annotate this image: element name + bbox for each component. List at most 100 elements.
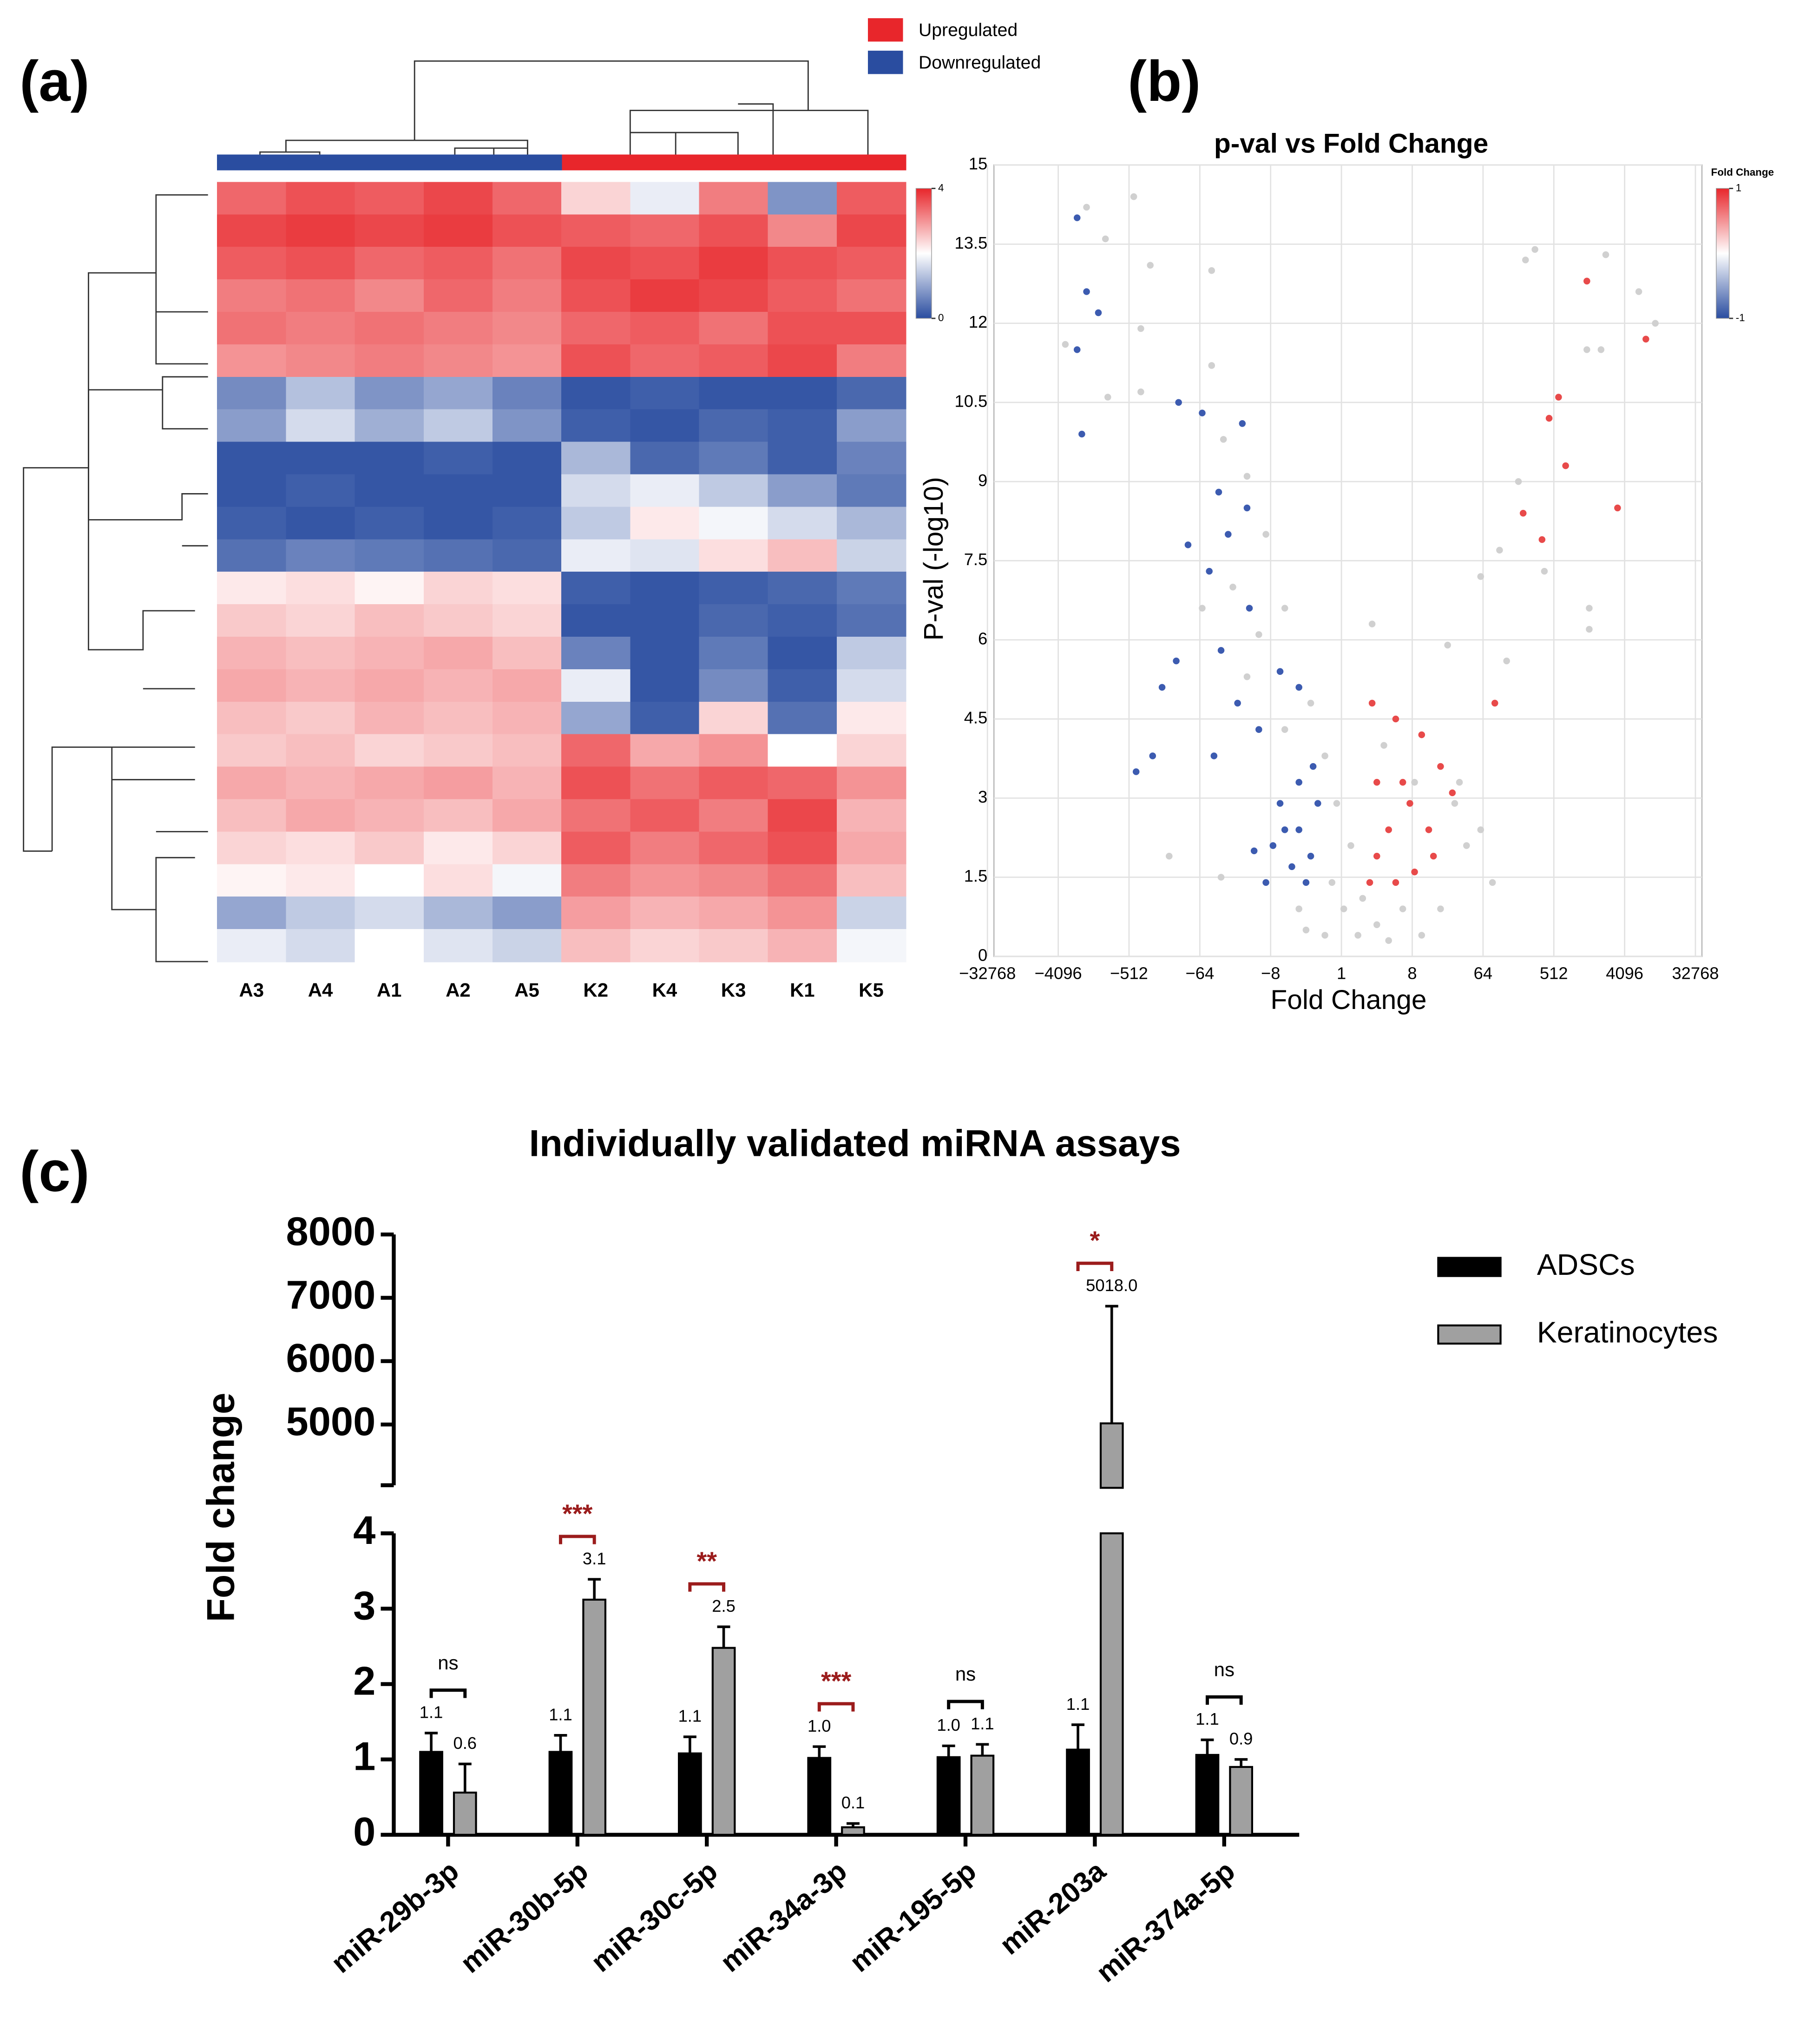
significance-label: ** (696, 1546, 717, 1576)
point (1406, 800, 1413, 807)
legend-label: Keratinocytes (1537, 1315, 1718, 1349)
point (1149, 752, 1156, 759)
heatmap-cell (355, 507, 425, 540)
point (1295, 684, 1302, 691)
heatmap-cell (286, 701, 355, 735)
significance-bracket (947, 1700, 984, 1709)
heatmap-cell (355, 344, 425, 378)
heatmap-cell (492, 864, 562, 897)
heatmap-cell (630, 734, 700, 767)
heatmap-cell (423, 182, 493, 215)
heatmap-cell (561, 897, 631, 930)
significance-label: ns (1214, 1658, 1235, 1680)
heatmap-cell (630, 637, 700, 670)
heatmap-cell (286, 507, 355, 540)
bar (548, 1751, 573, 1836)
point (1652, 320, 1659, 327)
heatmap-cell (630, 344, 700, 378)
significance-bracket (1076, 1261, 1114, 1271)
heatmap-cell (630, 799, 700, 832)
heatmap-cell (561, 929, 631, 963)
x-tick-label: miR-374a-5p (1090, 1855, 1241, 1989)
heatmap-cell (286, 864, 355, 897)
significance-label: * (1090, 1226, 1100, 1255)
heatmap-cell (768, 344, 838, 378)
bar (419, 1751, 443, 1836)
point (1102, 235, 1109, 243)
point (1597, 346, 1605, 353)
heatmap-cell (699, 442, 769, 475)
point (1522, 257, 1529, 264)
heatmap-cell (768, 637, 838, 670)
y-tick-label: 7000 (286, 1273, 376, 1317)
heatmap-cell (699, 929, 769, 963)
heatmap-cell (423, 539, 493, 573)
heatmap-cell (768, 182, 838, 215)
point (1239, 420, 1246, 427)
heatmap-cell (492, 247, 562, 280)
point (1250, 847, 1258, 855)
heatmap-cell (492, 182, 562, 215)
point (1503, 657, 1510, 665)
bar (453, 1791, 477, 1836)
value-label: 1.1 (1066, 1695, 1090, 1714)
heatmap-cell (423, 766, 493, 800)
point (1496, 547, 1503, 554)
heatmap-cell (768, 799, 838, 832)
significance-bracket (688, 1582, 726, 1592)
heatmap-cell (630, 766, 700, 800)
heatmap-cell (768, 539, 838, 573)
point (1309, 763, 1317, 770)
heatmap-cell (423, 864, 493, 897)
point (1130, 193, 1137, 200)
heatmap-cell (217, 247, 287, 280)
heatmap-cell (286, 409, 355, 443)
point (1281, 826, 1288, 833)
heatmap-cell (286, 442, 355, 475)
heatmap-cell (492, 799, 562, 832)
heatmap-cell (836, 182, 906, 215)
heatmap-cell (836, 539, 906, 573)
point (1583, 346, 1590, 353)
heatmap-cell (630, 831, 700, 865)
heatmap-cell (768, 442, 838, 475)
heatmap-cell (699, 897, 769, 930)
x-tick-label: 4096 (1606, 964, 1643, 983)
point (1281, 605, 1288, 612)
point (1425, 826, 1432, 833)
y-tick-label: 12 (969, 312, 987, 331)
heatmap-cell (286, 539, 355, 573)
point (1586, 626, 1593, 633)
group-bar (492, 154, 562, 171)
y-tick-label: 1.5 (964, 866, 988, 885)
point (1173, 657, 1180, 665)
heatmap-cell (355, 669, 425, 703)
y-tick-label: 8000 (286, 1209, 376, 1254)
heatmap-cell (355, 312, 425, 345)
heatmap-cell (630, 442, 700, 475)
point (1208, 267, 1215, 274)
heatmap-cell (423, 831, 493, 865)
heatmap-cell (423, 669, 493, 703)
bar (841, 1826, 865, 1836)
heatmap-cell (217, 182, 287, 215)
heatmap-cell (768, 831, 838, 865)
point (1095, 309, 1102, 316)
heatmap-cell (286, 799, 355, 832)
point (1295, 905, 1302, 912)
heatmap-cell (699, 214, 769, 248)
point (1104, 394, 1111, 401)
point (1269, 842, 1277, 849)
y-tick-label: 0 (978, 945, 987, 964)
heatmap-cell (217, 604, 287, 638)
bar (582, 1598, 607, 1836)
value-label: 1.1 (1195, 1709, 1219, 1728)
heatmap-cell (217, 572, 287, 605)
column-label: A1 (377, 979, 402, 1001)
colorbar-tick-label: 1 (1736, 182, 1741, 193)
heatmap-cell (286, 474, 355, 508)
heatmap-cell (355, 182, 425, 215)
point (1307, 699, 1314, 707)
heatmap-cell (286, 734, 355, 767)
heatmap-cell (217, 539, 287, 573)
